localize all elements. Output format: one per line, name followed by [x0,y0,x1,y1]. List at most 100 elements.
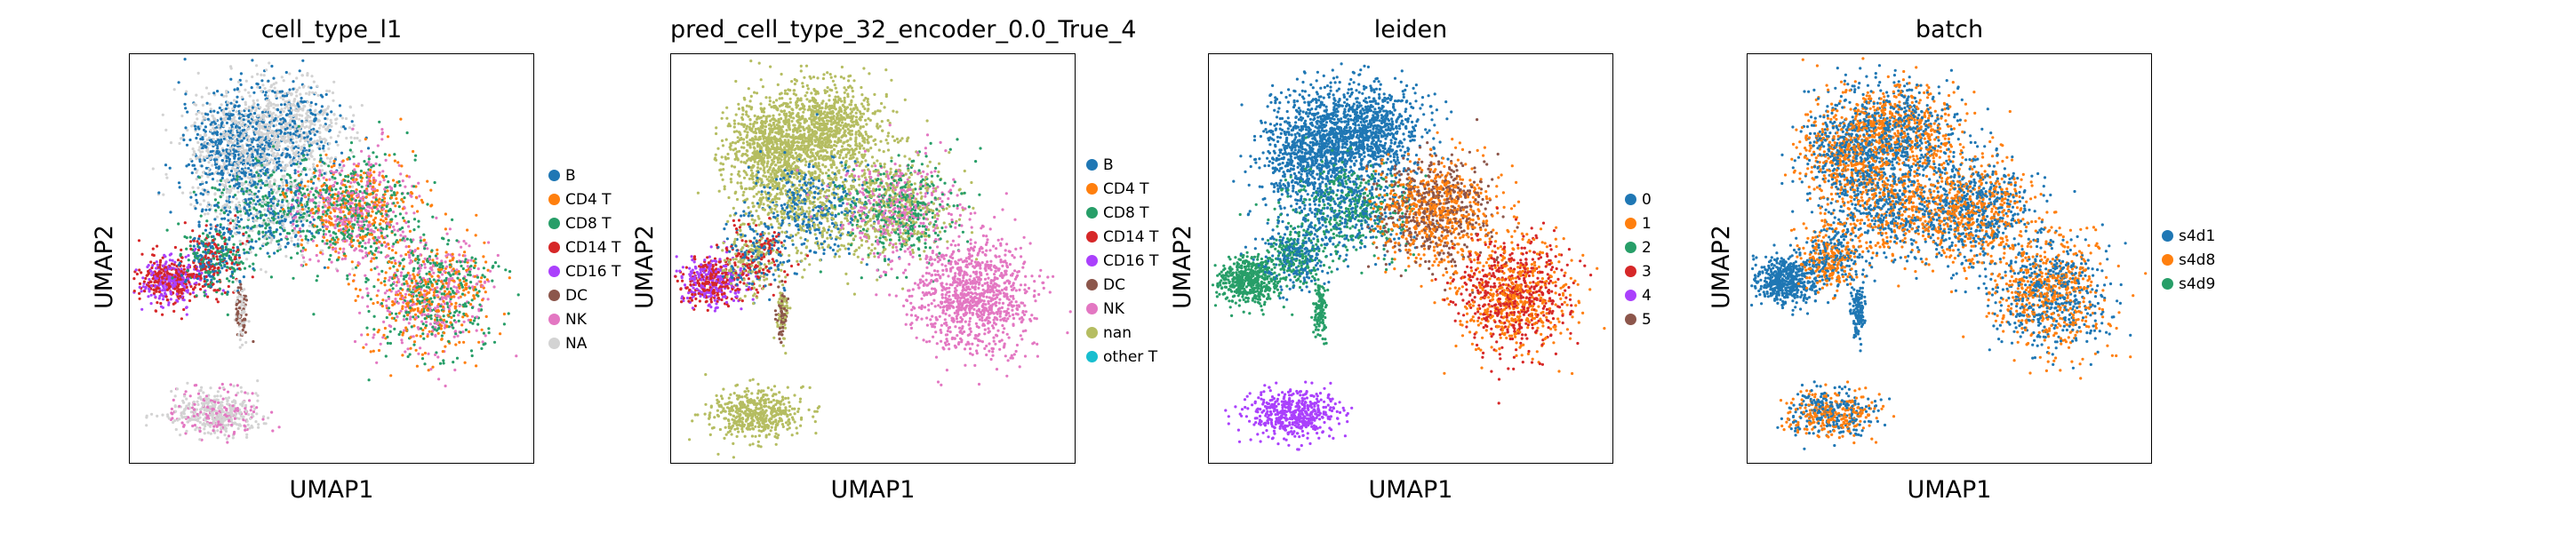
scatter-point [244,100,247,104]
scatter-point [236,259,240,262]
scatter-point [398,238,402,242]
scatter-point [267,136,270,139]
scatter-point [204,146,208,149]
scatter-point [469,264,473,268]
scatter-point [170,262,174,266]
scatter-point [236,95,239,99]
scatter-point [171,259,174,262]
scatter-point [439,318,443,322]
scatter-point [378,173,381,177]
scatter-point [299,162,302,165]
scatter-point [186,128,189,132]
scatter-point [508,270,512,274]
scatter-point [436,322,439,326]
scatter-point [324,139,328,142]
scatter-point [385,227,388,231]
scatter-point [386,341,389,345]
scatter-point [459,260,462,264]
scatter-point [161,313,164,316]
scatter-point [435,314,438,317]
scatter-point [312,218,316,221]
scatter-point [140,252,144,256]
scatter-point [285,237,289,241]
scatter-point [360,227,364,230]
scatter-point [154,274,157,279]
scatter-point [436,248,439,251]
scatter-point [348,211,352,214]
scatter-point [284,127,287,131]
scatter-point [346,274,349,277]
scatter-point [468,244,471,248]
scatter-point [153,261,156,265]
scatter-point [358,241,362,244]
scatter-point [202,115,205,119]
scatter-point [468,274,472,277]
scatter-point [379,180,382,184]
scatter-point [149,269,153,273]
scatter-point [278,220,282,224]
scatter-point [335,217,340,221]
scatter-point [370,233,373,236]
scatter-point [341,220,345,225]
scatter-point [316,112,319,115]
scatter-point [280,214,284,219]
scatter-point [215,149,220,153]
scatter-point [339,173,342,177]
scatter-point [251,106,254,109]
scatter-point [319,251,323,254]
scatter-point [340,166,344,170]
scatter-point [391,179,396,182]
scatter-point [365,326,369,330]
scatter-point [497,265,500,268]
scatter-point [327,203,331,206]
scatter-point [447,277,451,281]
scatter-point [157,290,162,294]
scatter-point [347,202,350,206]
scatter-point [351,267,355,271]
scatter-point [329,253,332,258]
scatter-point [285,147,289,151]
scatter-point [410,195,413,198]
scatter-point [235,149,238,154]
scatter-point [302,260,306,264]
scatter-point [329,118,332,122]
scatter-point [507,312,510,315]
scatter-point [343,222,348,226]
scatter-point [256,85,260,89]
scatter-point [260,267,263,271]
scatter-point [360,179,364,183]
scatter-point [320,163,324,168]
scatter-point [429,314,433,317]
scatter-point [462,320,466,323]
scatter-point [237,162,241,165]
scatter-point [266,123,269,126]
scatter-point [200,143,204,147]
scatter-point [272,76,276,80]
scatter-point [224,107,228,111]
scatter-point [328,205,332,209]
scatter-point [290,256,293,259]
scatter-point [437,314,441,318]
scatter-point [444,227,447,231]
scatter-point [232,187,236,190]
scatter-point [236,190,240,194]
scatter-point [364,227,367,231]
scatter-point [169,211,172,214]
scatter-point [302,84,306,88]
scatter-point [219,171,222,175]
scatter-point [194,207,197,211]
scatter-point [317,126,321,130]
scatter-point [378,183,381,187]
scatter-point [247,155,251,159]
scatter-point [274,134,277,138]
scatter-point [266,196,269,200]
scatter-point [229,101,233,105]
scatter-point [244,199,248,203]
scatter-point [236,187,240,190]
scatter-point [343,202,348,205]
scatter-point [440,285,444,289]
scatter-point [286,206,290,210]
scatter-point [238,126,242,130]
scatter-point [426,278,429,282]
scatter-point [237,116,241,120]
